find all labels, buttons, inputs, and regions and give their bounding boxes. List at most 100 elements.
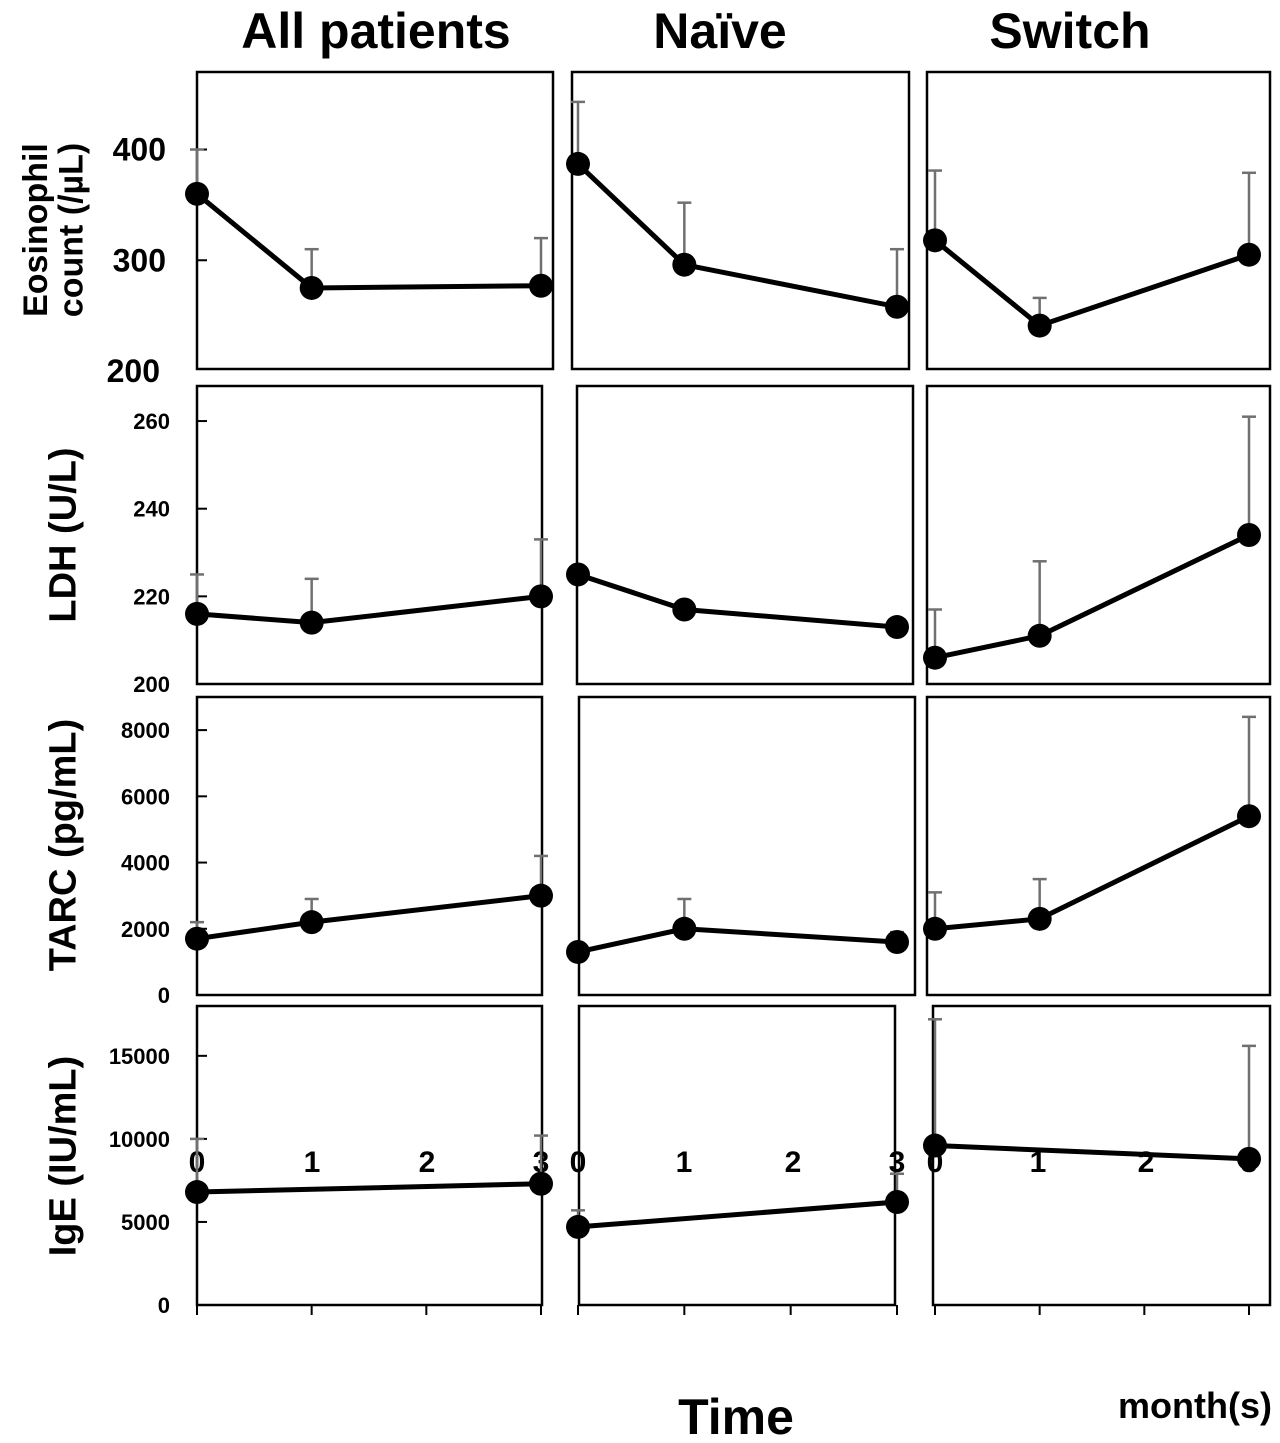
data-point xyxy=(566,151,590,176)
y-axis-label-ige: IgE (IU/mL) xyxy=(42,1056,84,1257)
row-ldh: LDH (U/L) 200 220 240 260 xyxy=(42,384,1272,697)
data-point xyxy=(299,275,324,300)
data-point xyxy=(566,562,590,587)
panel-ldh-switch xyxy=(923,384,1272,686)
series-line xyxy=(577,926,898,955)
column-title-all-patients: All patients xyxy=(241,3,510,59)
data-point xyxy=(672,597,697,622)
y-axis-label-line: IgE (IU/mL) xyxy=(42,1056,84,1257)
panel-tarc-switch xyxy=(923,695,1272,997)
x-axis-unit: month(s) xyxy=(1118,1385,1272,1426)
panel-frame xyxy=(577,1004,897,1307)
x-tick-label: 2 xyxy=(419,1146,436,1179)
y-tick-label: 400 xyxy=(113,132,166,168)
panel-ige-naive xyxy=(566,1004,909,1315)
data-point xyxy=(1237,1146,1261,1171)
y-axis-label-ldh: LDH (U/L) xyxy=(42,447,84,622)
data-point xyxy=(923,916,947,941)
data-point xyxy=(923,228,947,253)
data-point xyxy=(885,1190,909,1215)
panel-frame xyxy=(577,695,917,997)
series-line xyxy=(934,1143,1250,1162)
data-point xyxy=(185,181,209,206)
row-eosinophil: Eosinophilcount (/µL) 200 300 400 xyxy=(17,70,1272,389)
data-point xyxy=(672,916,697,941)
series-line xyxy=(934,813,1251,932)
y-axis-label-line: LDH (U/L) xyxy=(42,447,84,622)
y-tick-label: 200 xyxy=(133,672,170,697)
data-point xyxy=(672,252,697,277)
y-tick-label: 5000 xyxy=(121,1210,170,1235)
x-tick-label: 1 xyxy=(1030,1146,1047,1179)
y-tick-label: 2000 xyxy=(121,917,170,942)
y-tick-label: 0 xyxy=(158,1293,170,1318)
data-point xyxy=(185,926,209,951)
data-point xyxy=(566,939,590,964)
y-axis-label-tarc: TARC (pg/mL) xyxy=(42,719,84,972)
panel-eosinophil-naive xyxy=(566,70,911,371)
data-point xyxy=(529,883,553,908)
panel-frame xyxy=(195,1004,544,1307)
data-point xyxy=(1237,804,1261,829)
panel-ige-switch xyxy=(923,1004,1272,1315)
panel-ldh-naive xyxy=(566,384,915,686)
panel-frame xyxy=(925,70,1272,371)
y-tick-label: 4000 xyxy=(121,851,170,876)
data-point xyxy=(1237,523,1261,547)
series-line xyxy=(577,572,898,630)
x-tick-label: 3 xyxy=(889,1146,906,1179)
data-point xyxy=(885,615,909,640)
y-tick-label: 10000 xyxy=(109,1127,170,1152)
x-ticks-all-patients: 0 1 2 3 xyxy=(189,1146,550,1179)
panel-ige-all-patients xyxy=(185,1004,553,1315)
series-line xyxy=(934,532,1251,661)
y-tick-label: 8000 xyxy=(121,718,170,743)
row-tarc: TARC (pg/mL) 0 2000 4000 6000 8000 xyxy=(42,695,1272,1008)
x-tick-label: 1 xyxy=(304,1146,321,1179)
panel-frame xyxy=(195,70,555,371)
data-point xyxy=(185,601,209,626)
data-point xyxy=(1027,623,1052,648)
row-ige: IgE (IU/mL) 0 5000 10000 15000 xyxy=(42,1004,1272,1318)
y-tick-label: 6000 xyxy=(121,784,170,809)
panel-eosinophil-all-patients xyxy=(185,70,555,371)
y-tick-label: 15000 xyxy=(109,1044,170,1069)
y-axis-label-eosinophil: Eosinophilcount (/µL) xyxy=(17,143,91,317)
y-tick-label: 300 xyxy=(113,242,166,278)
data-point xyxy=(923,1133,947,1158)
data-point xyxy=(299,910,324,935)
panel-frame xyxy=(575,384,915,686)
y-axis-label-line: count (/µL) xyxy=(53,143,91,317)
y-tick-label: 240 xyxy=(133,497,170,522)
y-tick-label: 0 xyxy=(158,983,170,1008)
panel-tarc-all-patients xyxy=(185,695,553,997)
data-point xyxy=(529,273,553,298)
data-point xyxy=(1027,906,1052,931)
y-axis-label-line: TARC (pg/mL) xyxy=(42,719,84,972)
data-point xyxy=(885,930,909,955)
panel-frame xyxy=(925,695,1272,997)
data-point xyxy=(529,584,553,609)
series-line xyxy=(576,162,898,310)
series-line xyxy=(195,191,542,291)
series-line xyxy=(196,593,542,626)
data-point xyxy=(923,645,947,670)
panel-frame xyxy=(570,70,911,371)
x-tick-label: 2 xyxy=(785,1146,802,1179)
x-tick-label: 2 xyxy=(1138,1146,1155,1179)
y-axis-label-line: Eosinophil xyxy=(17,143,55,317)
data-point xyxy=(299,610,324,635)
panel-frame xyxy=(195,384,544,686)
x-axis-label: Time xyxy=(678,1389,794,1443)
data-point xyxy=(529,1171,553,1196)
y-tick-label: 260 xyxy=(133,409,170,434)
series-line xyxy=(196,1181,542,1195)
series-line xyxy=(196,893,542,942)
panel-ldh-all-patients xyxy=(185,384,553,686)
column-title-naive: Naïve xyxy=(653,3,786,59)
data-point xyxy=(566,1214,590,1239)
series-line xyxy=(933,238,1250,329)
y-tick-label: 200 xyxy=(107,353,160,389)
